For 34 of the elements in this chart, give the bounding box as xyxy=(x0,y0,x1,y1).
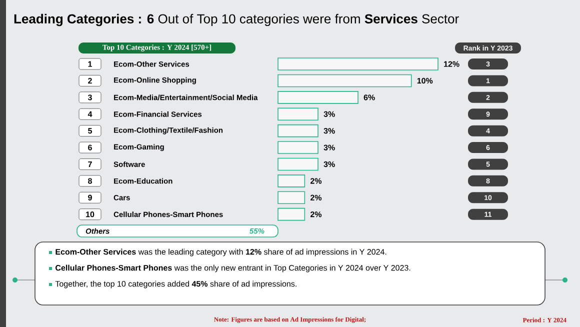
text: 1 xyxy=(88,61,92,67)
text: 9 xyxy=(88,194,92,200)
text: 8 xyxy=(88,178,92,184)
text: Ecom-Other Services was the leading category with 12% share of ad impressions in Y 2024. xyxy=(56,248,386,256)
bar xyxy=(278,58,438,70)
bar xyxy=(278,124,318,138)
data-label: 3% xyxy=(324,111,335,117)
text: 10 xyxy=(86,212,94,218)
data-label: 6% xyxy=(364,94,375,100)
text: 2 xyxy=(88,78,92,84)
bar xyxy=(278,74,412,88)
text: 6 xyxy=(88,144,92,150)
bar xyxy=(278,91,358,104)
bar xyxy=(278,208,306,221)
bar xyxy=(278,191,306,204)
text: 5 xyxy=(88,128,92,134)
data-label: 2% xyxy=(310,194,322,200)
data-label: 3% xyxy=(324,128,335,134)
data-label: 12% xyxy=(444,61,460,67)
data-label: 10% xyxy=(417,78,433,84)
data-label: 3% xyxy=(324,144,335,150)
text: Cellular Phones-Smart Phones was the only new entrant in Top Categories in Y 2024 over Y 2023. xyxy=(56,264,410,272)
bar xyxy=(278,158,318,171)
bar xyxy=(278,174,306,188)
data-label: 2% xyxy=(310,212,322,218)
text: 3 xyxy=(88,94,92,100)
data-label: 2% xyxy=(310,178,322,184)
text: Together, the top 10 categories added 45% share of ad impressions. xyxy=(55,280,296,288)
bar xyxy=(278,141,318,154)
chart-title: Leading Categories : 6 Out of Top 10 categories were from Services Sector xyxy=(14,14,459,26)
bar xyxy=(278,108,318,121)
data-label: 3% xyxy=(324,161,335,168)
text: 4 xyxy=(88,111,92,117)
text: 7 xyxy=(88,161,92,167)
